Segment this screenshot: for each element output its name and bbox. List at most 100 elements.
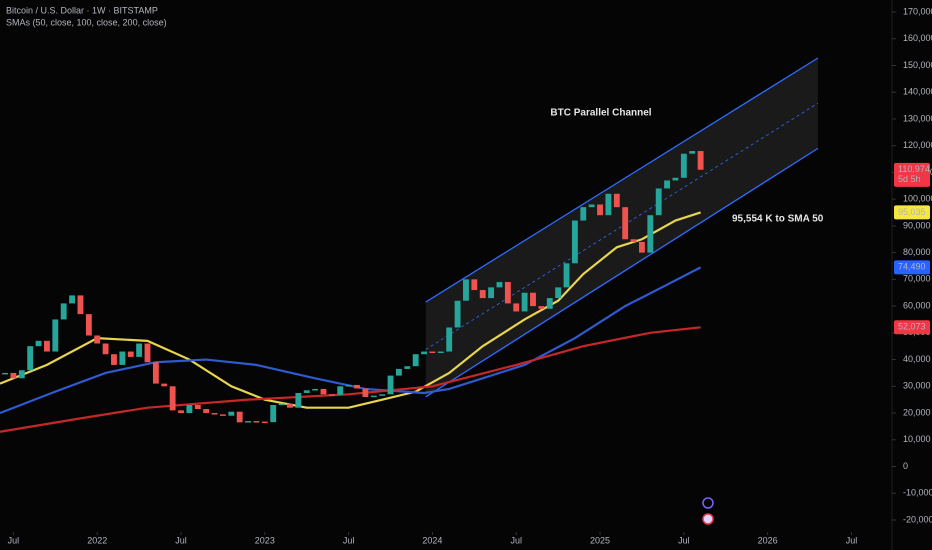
candle-body [513,303,520,312]
candle-body [437,351,444,354]
price-tag [894,205,930,220]
chart-title: Bitcoin / U.S. Dollar · 1W · BITSTAMP [6,5,158,15]
candle-body [328,394,335,396]
candle-body [538,306,545,309]
candle-body [379,394,386,396]
candle-body [10,372,17,379]
sma-line [0,211,701,409]
candle-body [194,405,201,410]
candle-body [161,383,168,387]
price-tag [894,162,930,187]
x-tick-label: Jul [510,535,522,545]
candle-body [580,207,587,221]
candle-body [605,193,612,216]
x-tick-label: 2022 [87,535,107,545]
channel-fill [425,58,818,397]
candle-body [43,340,50,352]
indicator-legend: SMAs (50, close, 100, close, 200, close) [6,17,167,27]
y-tick-label: 40,000 [903,354,931,364]
candle-body [664,180,671,189]
candle-body [387,375,394,395]
candle-body [463,279,469,301]
candle-body [563,263,570,288]
candle-body [94,335,101,344]
x-tick-label: 2024 [422,535,442,545]
price-tag-label: 74,490 [898,262,926,272]
candle-body [421,351,427,355]
candle-body [454,300,461,328]
y-tick-label: 60,000 [903,300,931,310]
y-tick-label: -10,000 [903,488,932,498]
y-tick-label: 100,000 [903,194,932,204]
candle-body [471,279,478,291]
channel-midline [425,102,819,350]
x-tick-label: 2023 [255,535,275,545]
candle-body [672,177,679,181]
price-tag [894,260,930,275]
icon [702,513,714,525]
candle-body [320,388,327,395]
candle-body [102,343,109,355]
x-tick-label: Jul [8,535,20,545]
candle-body [278,403,285,406]
candle-body [345,384,352,387]
candle-body [136,343,143,357]
candle-body [211,413,218,415]
candle-body [287,403,293,408]
candle-body [496,282,503,288]
x-tick-label: Jul [846,535,858,545]
candle-body [647,215,654,253]
y-tick-label: 20,000 [903,407,931,417]
candle-body [18,370,25,379]
candle-body [588,204,595,208]
candle-body [689,151,696,154]
candle-body [613,193,620,208]
price-tag-label: 110,974 [898,164,930,174]
y-tick-label: 120,000 [903,140,932,150]
candle-body [555,287,562,299]
candle-body [186,405,193,414]
candle-body [35,340,42,347]
candle-body [312,388,319,391]
candle-body [571,220,578,264]
candle-body [446,327,453,352]
price-tag-label: 95,035 [898,207,926,217]
candle-body [219,414,226,416]
candle-body [354,384,360,389]
candle-body [530,292,536,307]
candle-body [203,409,210,414]
candle-body [404,366,411,369]
x-tick-label: Jul [343,535,355,545]
candle-body [60,303,67,320]
icon [702,497,714,509]
candle-body [521,292,528,312]
candle-body [546,298,553,309]
candle-body [504,282,511,304]
candle-body [337,386,344,395]
y-tick-label: 90,000 [903,220,931,230]
annotation: BTC Parallel Channel [550,108,651,119]
candle-body [680,153,687,178]
candle-body [412,354,419,367]
y-tick-label: 80,000 [903,247,931,257]
candle-body [152,362,159,384]
candle-body [228,411,235,416]
candle-body [169,386,176,411]
x-tick-label: 2026 [758,535,778,545]
candle-body [479,290,486,299]
candle-body [69,295,76,304]
y-tick-label: 160,000 [903,33,932,43]
y-tick-label: 70,000 [903,274,931,284]
y-tick-label: 150,000 [903,60,932,70]
candle-body [270,405,277,423]
candle-body [370,395,377,398]
x-tick-label: Jul [678,535,690,545]
candle-body [127,351,134,357]
candle-body [253,421,260,423]
candle-body [697,151,704,170]
candle-body [261,421,268,424]
y-tick-label: 170,000 [903,6,932,16]
